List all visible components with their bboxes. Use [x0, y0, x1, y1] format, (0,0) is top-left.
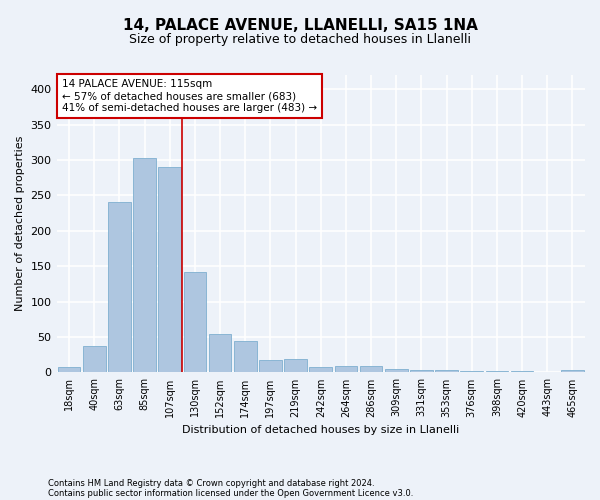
Bar — [561, 370, 584, 372]
Bar — [83, 346, 106, 372]
Bar — [284, 359, 307, 372]
X-axis label: Distribution of detached houses by size in Llanelli: Distribution of detached houses by size … — [182, 425, 460, 435]
Bar — [310, 367, 332, 372]
Bar — [410, 370, 433, 372]
Bar — [209, 334, 232, 372]
Text: Size of property relative to detached houses in Llanelli: Size of property relative to detached ho… — [129, 32, 471, 46]
Bar — [511, 371, 533, 372]
Bar — [385, 369, 407, 372]
Bar — [485, 371, 508, 372]
Bar — [360, 366, 382, 372]
Bar — [184, 272, 206, 372]
Bar — [234, 340, 257, 372]
Bar — [335, 366, 357, 372]
Bar — [158, 167, 181, 372]
Bar — [58, 368, 80, 372]
Bar — [259, 360, 282, 372]
Text: 14 PALACE AVENUE: 115sqm
← 57% of detached houses are smaller (683)
41% of semi-: 14 PALACE AVENUE: 115sqm ← 57% of detach… — [62, 80, 317, 112]
Bar — [460, 371, 483, 372]
Text: Contains HM Land Registry data © Crown copyright and database right 2024.: Contains HM Land Registry data © Crown c… — [48, 478, 374, 488]
Y-axis label: Number of detached properties: Number of detached properties — [15, 136, 25, 312]
Text: Contains public sector information licensed under the Open Government Licence v3: Contains public sector information licen… — [48, 488, 413, 498]
Bar — [133, 158, 156, 372]
Bar — [108, 202, 131, 372]
Text: 14, PALACE AVENUE, LLANELLI, SA15 1NA: 14, PALACE AVENUE, LLANELLI, SA15 1NA — [122, 18, 478, 32]
Bar — [435, 370, 458, 372]
